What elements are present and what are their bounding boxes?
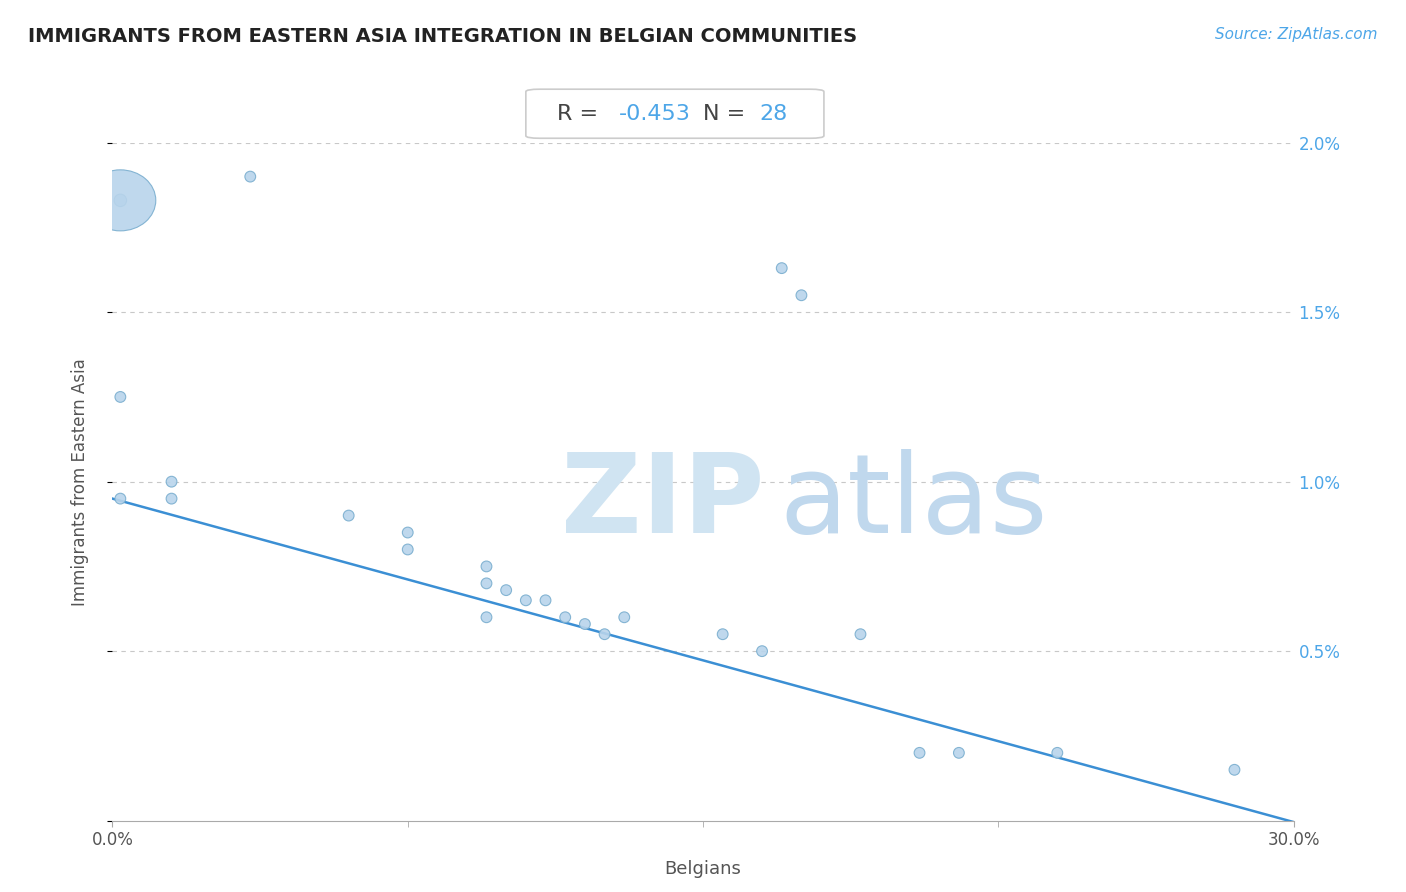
Point — [396, 525, 419, 540]
Point — [554, 610, 576, 624]
Point — [751, 644, 773, 658]
Point — [593, 627, 616, 641]
Point — [770, 261, 793, 276]
Text: Source: ZipAtlas.com: Source: ZipAtlas.com — [1215, 27, 1378, 42]
Text: 28: 28 — [759, 103, 787, 124]
Point — [849, 627, 872, 641]
Point — [160, 475, 183, 489]
Point — [574, 617, 596, 632]
Point — [1046, 746, 1069, 760]
Text: -0.453: -0.453 — [619, 103, 690, 124]
Point — [337, 508, 360, 523]
Text: R =: R = — [557, 103, 605, 124]
Point — [396, 542, 419, 557]
Ellipse shape — [84, 169, 156, 231]
Text: N =: N = — [703, 103, 752, 124]
Point — [475, 576, 498, 591]
Point — [160, 491, 183, 506]
FancyBboxPatch shape — [526, 89, 824, 138]
Point — [613, 610, 636, 624]
Point — [475, 559, 498, 574]
Point — [1223, 763, 1246, 777]
Point — [495, 583, 517, 598]
X-axis label: Belgians: Belgians — [665, 860, 741, 878]
Point — [110, 194, 132, 208]
Point — [790, 288, 813, 302]
Y-axis label: Immigrants from Eastern Asia: Immigrants from Eastern Asia — [70, 358, 89, 606]
Text: ZIP: ZIP — [561, 449, 765, 556]
Point — [948, 746, 970, 760]
Text: atlas: atlas — [780, 449, 1049, 556]
Point — [711, 627, 734, 641]
Point — [515, 593, 537, 607]
Text: IMMIGRANTS FROM EASTERN ASIA INTEGRATION IN BELGIAN COMMUNITIES: IMMIGRANTS FROM EASTERN ASIA INTEGRATION… — [28, 27, 858, 45]
Point — [908, 746, 931, 760]
Point — [534, 593, 557, 607]
Point — [110, 491, 132, 506]
Point — [110, 390, 132, 404]
Point — [475, 610, 498, 624]
Point — [239, 169, 262, 184]
